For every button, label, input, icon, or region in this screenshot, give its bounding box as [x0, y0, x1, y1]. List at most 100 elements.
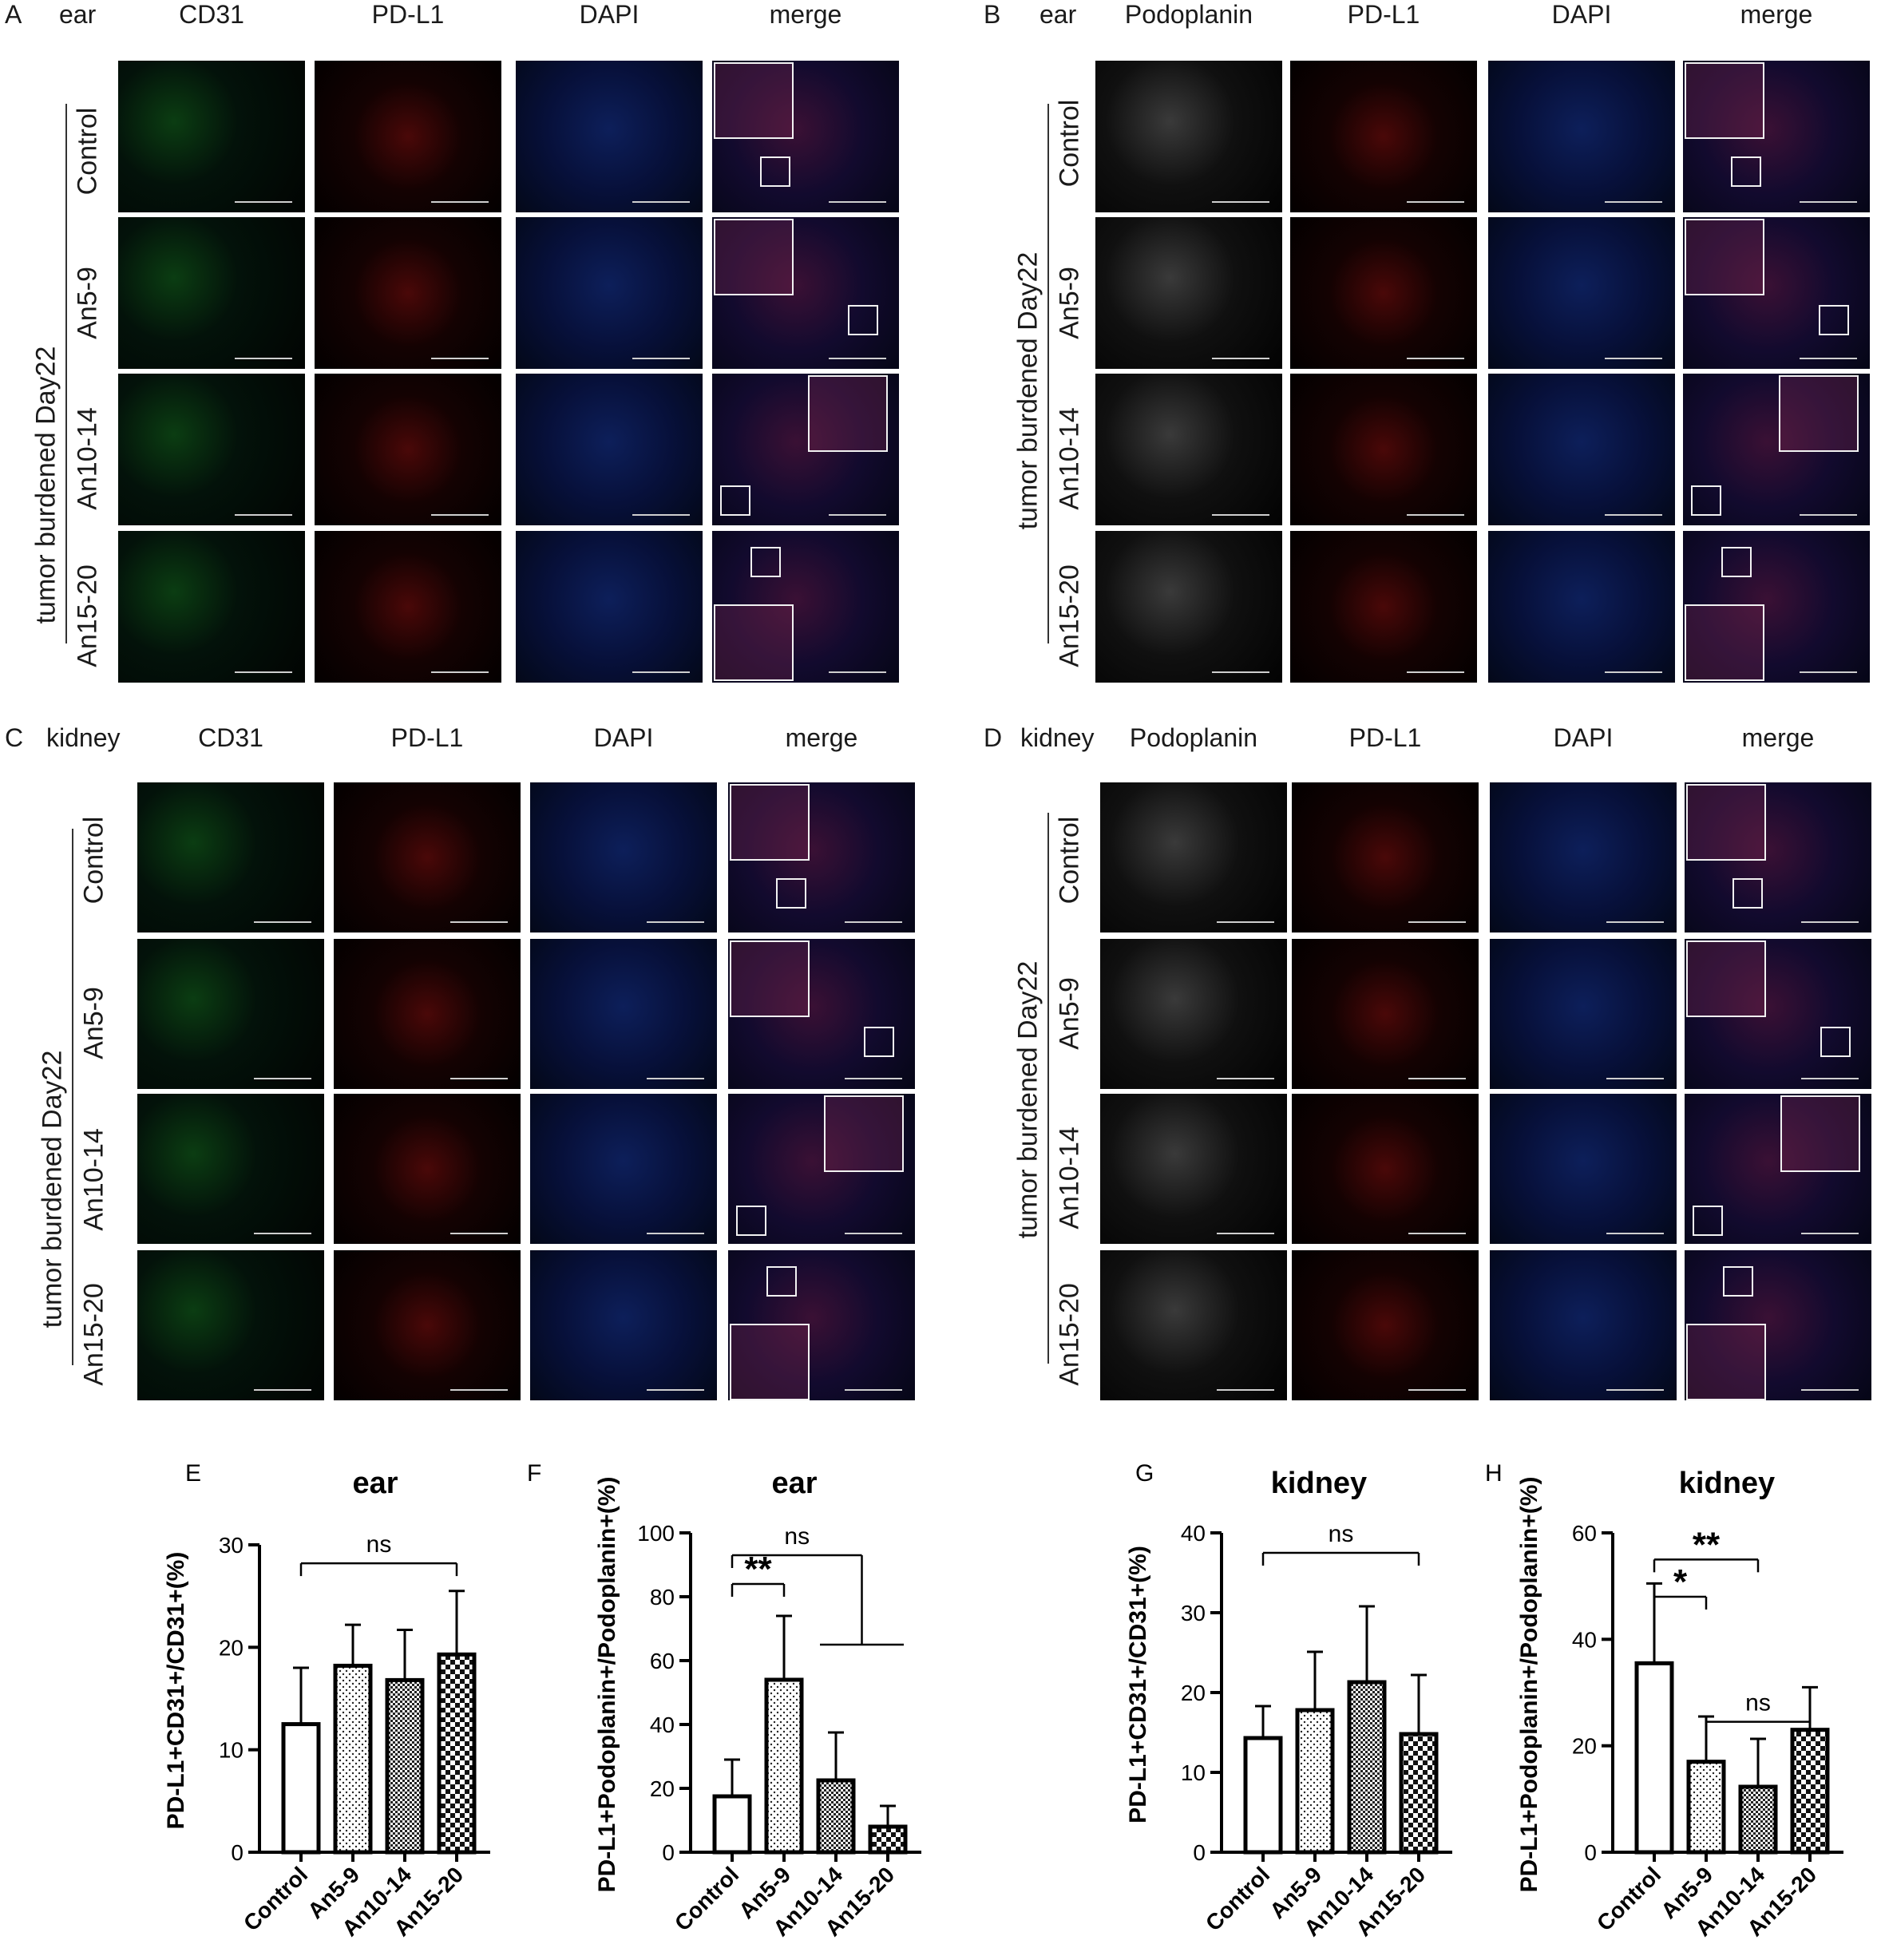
scale-bar — [450, 1078, 508, 1079]
scale-bar — [632, 671, 690, 673]
scale-bar — [1605, 671, 1662, 673]
bar-h-an15-20 — [1790, 1728, 1830, 1855]
scale-bar — [1800, 514, 1857, 516]
tissue-label-d: kidney — [1020, 723, 1095, 752]
group-label-a: tumor burdened Day22 — [30, 346, 61, 624]
row-label-a-an10-14: An10-14 — [72, 407, 103, 510]
row-label-d-an5-9: An5-9 — [1054, 977, 1085, 1050]
micrograph-c-control-pdl1 — [334, 782, 521, 932]
micrograph-b-control-merge — [1683, 61, 1870, 212]
chart-letter-f: F — [527, 1460, 541, 1487]
micrograph-c-an10-14-merge — [728, 1094, 915, 1244]
micrograph-c-an5-9-merge — [728, 939, 915, 1089]
row-label-c-an5-9: An5-9 — [78, 987, 109, 1059]
micrograph-a-an5-9-cd31 — [118, 217, 305, 369]
sig-label-f: ns — [784, 1523, 810, 1550]
y-tick-label-e: 10 — [219, 1738, 244, 1763]
micrograph-c-an5-9-dapi — [530, 939, 717, 1089]
scale-bar — [1217, 1078, 1274, 1079]
scale-bar — [1801, 921, 1859, 923]
column-header-a-4: merge — [769, 0, 842, 29]
scale-bar — [254, 1233, 311, 1234]
scale-bar — [845, 1389, 902, 1391]
tissue-label-b: ear — [1039, 0, 1077, 29]
scale-bar — [647, 1078, 704, 1079]
panel-letter-b: B — [984, 0, 1001, 29]
region-of-interest-box — [864, 1027, 894, 1057]
y-tick-label-f: 100 — [637, 1521, 675, 1546]
zoom-inset — [714, 62, 794, 139]
column-header-d-3: DAPI — [1553, 723, 1614, 752]
micrograph-d-an5-9-merge — [1685, 939, 1871, 1089]
column-header-d-1: Podoplanin — [1129, 723, 1258, 752]
row-label-c-an15-20: An15-20 — [78, 1283, 109, 1386]
scale-bar — [1407, 671, 1464, 673]
column-header-b-4: merge — [1740, 0, 1813, 29]
micrograph-d-control-dapi — [1490, 782, 1677, 932]
micrograph-c-an10-14-cd31 — [137, 1094, 324, 1244]
scale-bar — [829, 514, 886, 516]
micrograph-d-an15-20-podoplanin — [1100, 1250, 1287, 1400]
region-of-interest-box — [760, 156, 790, 187]
bar-h-control — [1634, 1661, 1674, 1855]
y-tick-label-g: 20 — [1181, 1681, 1206, 1705]
column-header-c-2: PD-L1 — [390, 723, 464, 752]
region-of-interest-box — [1723, 1266, 1753, 1297]
y-axis-label-g: PD-L1+CD31+/CD31+(%) — [1125, 1546, 1151, 1823]
micrograph-b-an10-14-pdl1 — [1290, 374, 1477, 525]
zoom-inset — [714, 604, 794, 681]
scale-bar — [1212, 514, 1269, 516]
tissue-label-c: kidney — [46, 723, 121, 752]
micrograph-c-an5-9-pdl1 — [334, 939, 521, 1089]
column-header-b-2: PD-L1 — [1347, 0, 1420, 29]
micrograph-d-an15-20-merge — [1685, 1250, 1871, 1400]
scale-bar — [1606, 1233, 1664, 1234]
bar-f-an5-9 — [764, 1677, 804, 1855]
chart-letter-e: E — [185, 1460, 201, 1487]
micrograph-b-control-podoplanin — [1095, 61, 1282, 212]
scale-bar — [254, 1078, 311, 1079]
scale-bar — [431, 671, 489, 673]
micrograph-c-an10-14-dapi — [530, 1094, 717, 1244]
row-label-d-an10-14: An10-14 — [1054, 1127, 1085, 1229]
bar-f-control — [712, 1794, 752, 1855]
column-header-a-1: CD31 — [179, 0, 244, 29]
scale-bar — [1408, 1078, 1466, 1079]
column-header-d-2: PD-L1 — [1348, 723, 1422, 752]
zoom-inset — [1685, 62, 1764, 139]
micrograph-b-an15-20-dapi — [1488, 531, 1675, 683]
micrograph-c-an10-14-pdl1 — [334, 1094, 521, 1244]
column-header-c-1: CD31 — [198, 723, 263, 752]
row-label-b-an15-20: An15-20 — [1054, 564, 1085, 667]
micrograph-d-an5-9-dapi — [1490, 939, 1677, 1089]
scale-bar — [1407, 514, 1464, 516]
scale-bar — [431, 514, 489, 516]
y-tick-label-g: 30 — [1181, 1601, 1206, 1625]
scale-bar — [450, 921, 508, 923]
scale-bar — [829, 671, 886, 673]
scale-bar — [1801, 1389, 1859, 1391]
scale-bar — [235, 671, 292, 673]
x-tick-label-h: Control — [1592, 1862, 1665, 1935]
scale-bar — [1606, 921, 1664, 923]
bar-e-an5-9 — [333, 1663, 373, 1855]
x-tick-label-g: Control — [1201, 1862, 1274, 1935]
y-tick-label-e: 30 — [219, 1533, 244, 1558]
scale-bar — [1408, 1389, 1466, 1391]
column-header-c-4: merge — [785, 723, 858, 752]
sig-label-h: * — [1673, 1562, 1688, 1602]
bar-e-an10-14 — [385, 1677, 425, 1855]
micrograph-a-an10-14-merge — [712, 374, 899, 525]
micrograph-a-control-dapi — [516, 61, 703, 212]
scale-bar — [254, 921, 311, 923]
region-of-interest-box — [1693, 1206, 1723, 1236]
zoom-inset — [714, 219, 794, 295]
scale-bar — [632, 201, 690, 203]
micrograph-c-an15-20-dapi — [530, 1250, 717, 1400]
group-label-d: tumor burdened Day22 — [1012, 960, 1043, 1239]
chart-letter-g: G — [1135, 1460, 1154, 1487]
scale-bar — [1801, 1078, 1859, 1079]
micrograph-b-an15-20-podoplanin — [1095, 531, 1282, 683]
scale-bar — [1407, 358, 1464, 359]
micrograph-c-control-merge — [728, 782, 915, 932]
